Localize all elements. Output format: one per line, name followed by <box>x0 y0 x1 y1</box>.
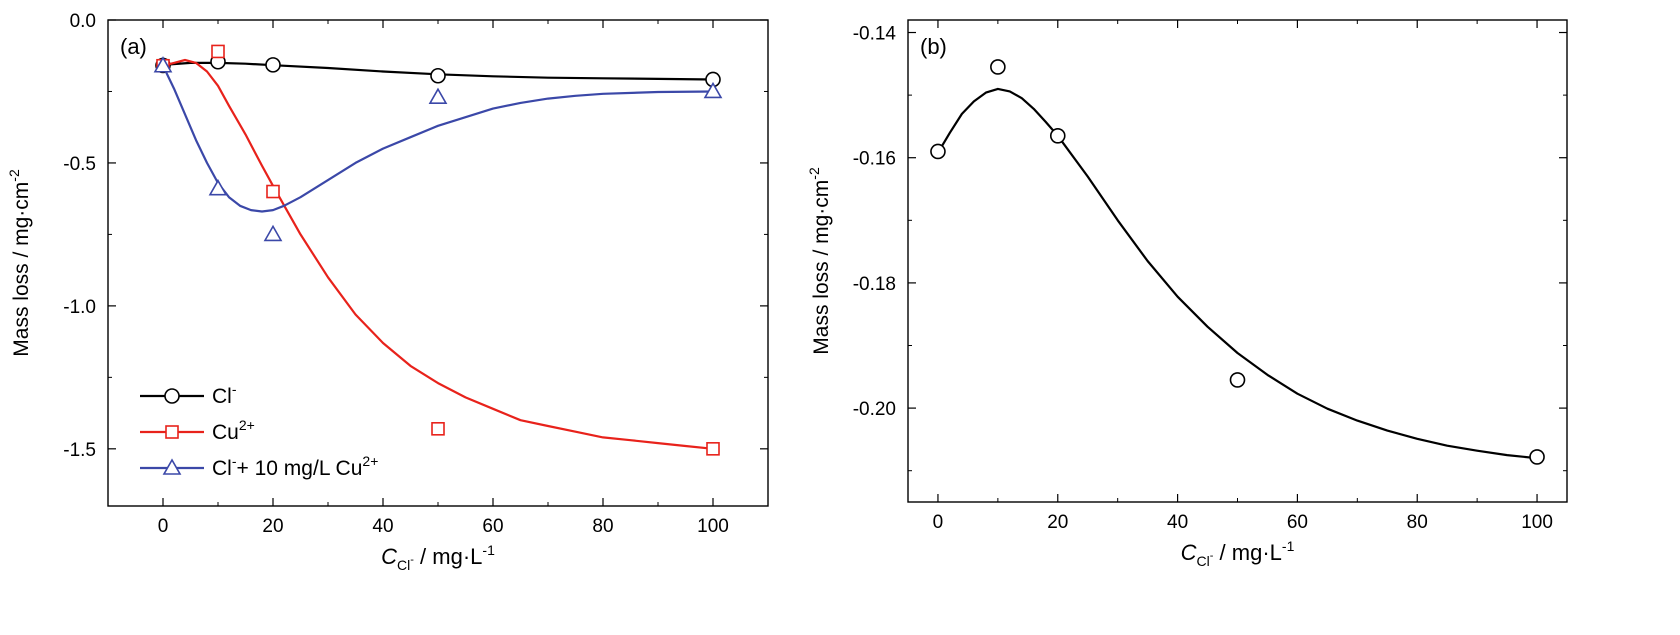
data-point <box>428 87 448 104</box>
series-3 <box>153 56 723 242</box>
data-point <box>153 56 173 73</box>
data-point <box>990 59 1006 75</box>
y-tick-label: -1.0 <box>63 297 96 318</box>
data-point <box>263 224 283 242</box>
x-tick-label: 20 <box>1047 512 1068 533</box>
x-tick-label: 40 <box>372 516 393 537</box>
data-point <box>706 442 720 456</box>
legend-entry: Cu2+ <box>212 417 255 444</box>
series-fit-line <box>162 65 714 213</box>
y-tick-label: -0.14 <box>853 24 897 45</box>
data-point <box>1229 372 1246 388</box>
y-axis-label: Mass loss / mg·cm-2 <box>6 169 33 357</box>
y-tick-label: -1.5 <box>63 440 96 461</box>
series-fit-line <box>162 58 714 450</box>
x-tick-label: 40 <box>1167 512 1188 533</box>
data-point <box>703 81 723 99</box>
y-tick-label: -0.20 <box>853 399 896 420</box>
y-axis-label: Mass loss / mg·cm-2 <box>806 167 833 355</box>
x-tick-label: 60 <box>1287 512 1308 533</box>
series-1 <box>930 59 1545 465</box>
x-tick-label: 0 <box>933 512 944 533</box>
x-tick-label: 100 <box>697 516 729 537</box>
data-point <box>211 44 225 59</box>
legend-entry: Cl- <box>212 381 237 408</box>
series-1 <box>155 53 721 88</box>
x-tick-label: 20 <box>262 516 283 537</box>
data-point <box>208 179 228 196</box>
legend-marker <box>164 388 180 404</box>
x-tick-label: 0 <box>158 516 169 537</box>
y-tick-label: 0.0 <box>70 11 96 32</box>
panel-label: (a) <box>120 34 147 59</box>
data-point <box>1529 449 1545 465</box>
y-tick-label: -0.5 <box>63 154 96 175</box>
data-point <box>431 422 445 436</box>
x-tick-label: 80 <box>1407 512 1428 533</box>
legend: Cl- Cu2+ Cl-+ 10 mg/L Cu2+ <box>140 381 378 480</box>
plot-frame <box>907 19 1568 503</box>
y-tick-label: -0.18 <box>853 274 896 295</box>
x-tick-label: 60 <box>482 516 503 537</box>
x-axis-label: CCl- / mg·L-1 <box>1181 538 1295 569</box>
legend-marker <box>162 458 182 475</box>
x-axis-label: CCl- / mg·L-1 <box>381 542 495 573</box>
data-point <box>430 67 446 84</box>
panel-label: (b) <box>920 34 947 59</box>
y-tick-label: -0.16 <box>853 149 896 170</box>
series-fit-line <box>937 87 1538 460</box>
legend-marker <box>165 425 179 439</box>
x-tick-label: 80 <box>592 516 613 537</box>
legend-entry: Cl-+ 10 mg/L Cu2+ <box>212 453 378 480</box>
x-tick-label: 100 <box>1521 512 1553 533</box>
data-point <box>265 57 281 73</box>
chart-panel-a: 0 20 40 60 80 100 0.0 -0.5 -1.0 -1.5 (a) Mass loss … <box>6 11 769 573</box>
data-point <box>930 143 946 160</box>
data-point <box>266 184 280 199</box>
series-2 <box>156 44 720 456</box>
data-point <box>1049 128 1066 144</box>
chart-panel-b: 0 20 40 60 80 100 -0.14 -0.16 -0.18 -0.20 (b) Mass … <box>806 19 1568 569</box>
